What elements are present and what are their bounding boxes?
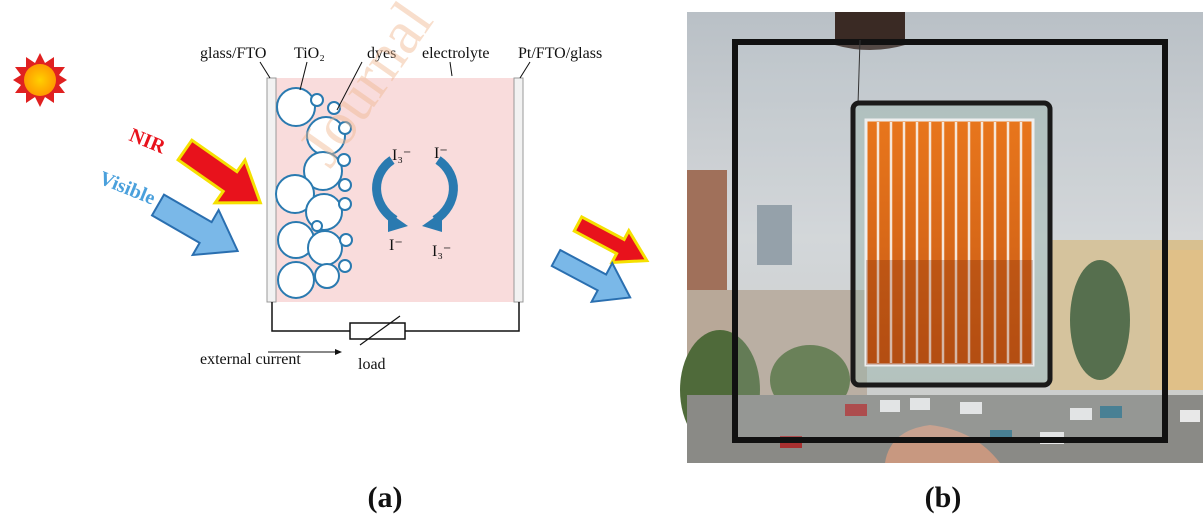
panel-label: (b) <box>925 481 962 514</box>
label: TiO₂ <box>294 45 325 62</box>
label: Pt/FTO/glass <box>518 45 602 62</box>
nir-label: NIR <box>126 124 169 158</box>
current-arrow-head <box>335 349 342 355</box>
label: external current <box>200 351 301 368</box>
figure: glass/FTO TiO₂ dyes electrolyte Pt/FTO/g… <box>0 0 1203 514</box>
label: load <box>358 356 386 373</box>
panel-b-photo: (b) <box>680 12 1203 514</box>
visible-label: Visible <box>96 167 158 209</box>
ion-label: I₃⁻ <box>432 243 451 260</box>
left-electrode <box>267 78 276 302</box>
sun-icon <box>13 53 67 107</box>
panel-a: glass/FTO TiO₂ dyes electrolyte Pt/FTO/g… <box>13 0 655 514</box>
ion-label: I⁻ <box>389 237 403 254</box>
panel-label: (a) <box>368 481 403 514</box>
label: glass/FTO <box>200 45 266 62</box>
load-resistor <box>350 323 405 339</box>
right-electrode <box>514 78 523 302</box>
ion-label: I⁻ <box>434 145 448 162</box>
ion-label: I₃⁻ <box>392 147 411 164</box>
